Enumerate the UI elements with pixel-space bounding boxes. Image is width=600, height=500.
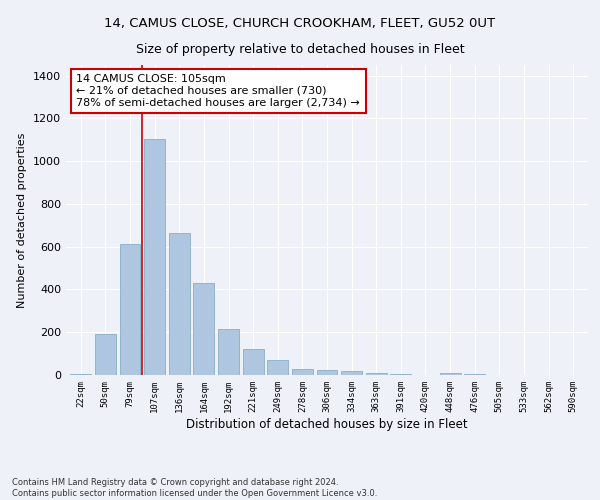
Text: Size of property relative to detached houses in Fleet: Size of property relative to detached ho… bbox=[136, 42, 464, 56]
Bar bbox=[440, 373, 461, 375]
Bar bbox=[317, 370, 337, 375]
Bar bbox=[341, 370, 362, 375]
Text: Contains HM Land Registry data © Crown copyright and database right 2024.
Contai: Contains HM Land Registry data © Crown c… bbox=[12, 478, 377, 498]
Bar bbox=[119, 244, 140, 375]
Bar bbox=[95, 334, 116, 375]
Y-axis label: Number of detached properties: Number of detached properties bbox=[17, 132, 28, 308]
Bar bbox=[391, 374, 412, 375]
Text: 14, CAMUS CLOSE, CHURCH CROOKHAM, FLEET, GU52 0UT: 14, CAMUS CLOSE, CHURCH CROOKHAM, FLEET,… bbox=[104, 18, 496, 30]
Bar bbox=[218, 329, 239, 375]
Text: 14 CAMUS CLOSE: 105sqm
← 21% of detached houses are smaller (730)
78% of semi-de: 14 CAMUS CLOSE: 105sqm ← 21% of detached… bbox=[76, 74, 360, 108]
Bar bbox=[292, 368, 313, 375]
Bar bbox=[169, 233, 190, 375]
Bar bbox=[144, 139, 165, 375]
X-axis label: Distribution of detached houses by size in Fleet: Distribution of detached houses by size … bbox=[186, 418, 468, 430]
Bar bbox=[70, 374, 91, 375]
Bar bbox=[366, 373, 387, 375]
Bar bbox=[193, 283, 214, 375]
Bar bbox=[242, 350, 263, 375]
Bar bbox=[267, 360, 288, 375]
Bar bbox=[464, 374, 485, 375]
